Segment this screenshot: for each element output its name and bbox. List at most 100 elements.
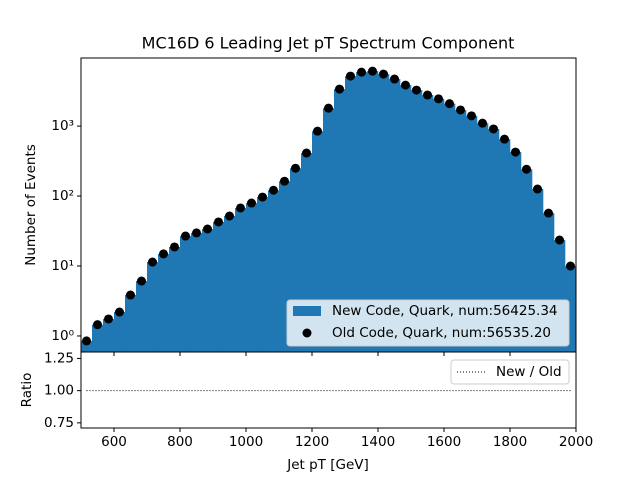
y-axis-label: Number of Events xyxy=(23,144,39,266)
histogram-bar xyxy=(268,190,280,352)
histogram-bar xyxy=(553,240,566,352)
histogram-bar xyxy=(279,181,291,352)
data-point xyxy=(434,94,444,104)
histogram-bar xyxy=(487,128,500,352)
plot-area xyxy=(81,71,576,352)
histogram-bar xyxy=(202,229,214,352)
histogram-bar xyxy=(169,246,181,352)
data-point xyxy=(357,67,366,77)
histogram-bar xyxy=(103,318,115,352)
histogram-bar xyxy=(124,295,137,352)
histogram-bar xyxy=(322,108,335,352)
histogram-bar xyxy=(499,139,511,352)
data-point xyxy=(137,276,147,286)
data-point xyxy=(401,80,411,90)
histogram-bar xyxy=(114,312,126,352)
legend-label: New / Old xyxy=(496,364,562,380)
data-point xyxy=(159,249,168,259)
data-point xyxy=(510,147,520,157)
histogram-bar xyxy=(510,152,522,352)
data-point xyxy=(533,184,543,194)
data-point xyxy=(269,185,279,195)
histogram-bar xyxy=(334,89,346,352)
y-tick-label: 10³ xyxy=(51,118,74,134)
x-tick-label: 1000 xyxy=(229,434,263,450)
histogram-bar xyxy=(136,281,148,352)
data-point xyxy=(456,105,465,115)
y-tick-label: 10¹ xyxy=(51,258,74,274)
histogram-bar xyxy=(147,262,159,352)
histogram-bar xyxy=(421,95,434,352)
legend-marker xyxy=(302,328,312,338)
x-axis-label: Jet pT [GeV] xyxy=(286,457,369,473)
chart-title: MC16D 6 Leading Jet pT Spectrum Componen… xyxy=(142,34,515,53)
histogram-bar xyxy=(433,98,445,352)
histogram-bar xyxy=(477,123,489,352)
x-tick-label: 1600 xyxy=(427,434,461,450)
data-point xyxy=(477,118,487,128)
histogram-bar xyxy=(532,189,544,352)
data-point xyxy=(489,124,498,134)
histogram-bar xyxy=(289,168,302,352)
data-point xyxy=(522,164,531,174)
data-point xyxy=(566,261,576,271)
data-point xyxy=(555,235,564,245)
histogram-bar xyxy=(378,74,390,352)
data-point xyxy=(390,74,399,84)
data-point xyxy=(500,134,510,144)
axes-frame xyxy=(80,351,577,429)
data-point xyxy=(423,90,432,100)
histogram-bar xyxy=(312,131,324,352)
histogram-bar xyxy=(223,216,236,352)
data-point xyxy=(203,224,213,234)
histogram-bar xyxy=(543,213,555,352)
x-tick-label: 600 xyxy=(101,434,127,450)
data-point xyxy=(213,217,223,227)
histogram-bar xyxy=(388,79,401,352)
histogram-bar xyxy=(180,236,192,352)
data-point xyxy=(236,203,246,213)
data-point xyxy=(126,290,135,300)
histogram-bar xyxy=(345,76,357,352)
data-point xyxy=(335,84,345,94)
data-point xyxy=(81,336,91,346)
y-tick-label: 10⁰ xyxy=(51,328,74,344)
data-point xyxy=(324,103,333,113)
histogram-bar xyxy=(213,221,225,352)
y-tick-label: 10² xyxy=(51,188,74,204)
data-point xyxy=(291,163,300,173)
data-point xyxy=(368,66,378,76)
legend-label: New Code, Quark, num:56425.34 xyxy=(332,303,558,319)
histogram-bar xyxy=(157,253,170,352)
x-tick-label: 2000 xyxy=(559,434,593,450)
data-point xyxy=(467,111,477,121)
data-point xyxy=(258,192,267,202)
x-tick-label: 1800 xyxy=(493,434,527,450)
legend-label: Old Code, Quark, num:56535.20 xyxy=(332,325,551,341)
data-point xyxy=(147,257,157,267)
data-point xyxy=(411,85,421,95)
histogram-bar xyxy=(466,115,478,352)
x-tick-label: 800 xyxy=(167,434,193,450)
data-point xyxy=(104,314,114,324)
histogram-bar xyxy=(400,85,412,352)
data-point xyxy=(378,69,388,79)
data-point xyxy=(180,231,190,241)
x-tick-label: 1400 xyxy=(361,434,395,450)
data-point xyxy=(192,228,201,238)
histogram-bar xyxy=(565,266,576,352)
legend-swatch xyxy=(293,306,321,316)
data-point xyxy=(345,71,355,81)
data-point xyxy=(279,176,289,186)
histogram-bar xyxy=(81,340,93,352)
y-tick-label: 1.00 xyxy=(44,383,74,399)
histogram-bar xyxy=(246,203,258,352)
data-point xyxy=(246,198,256,208)
y-tick-label: 1.25 xyxy=(44,350,74,366)
histogram-bar xyxy=(301,153,313,352)
histogram-bar xyxy=(91,324,104,352)
legend-box xyxy=(450,359,570,385)
data-point xyxy=(93,320,102,330)
histogram-bar xyxy=(256,197,269,352)
